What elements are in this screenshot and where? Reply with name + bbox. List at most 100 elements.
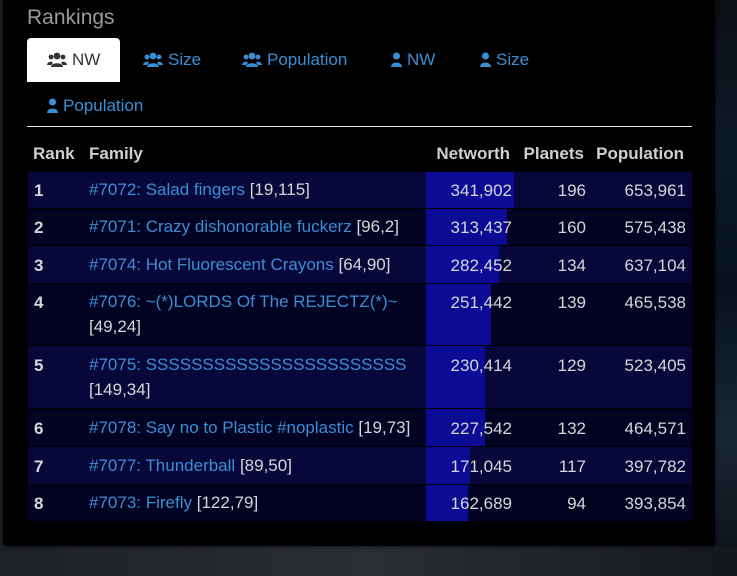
networth-bar	[426, 284, 491, 345]
population-cell: 397,782	[624, 457, 686, 476]
networth-bar	[426, 447, 470, 484]
tab-label: Size	[496, 50, 530, 69]
rank-cell: 4	[34, 293, 44, 312]
family-link[interactable]: #7075: SSSSSSSSSSSSSSSSSSSSSSS	[89, 355, 407, 374]
networth-cell: 282,452	[450, 256, 512, 275]
tab-player-population[interactable]: Population	[43, 84, 147, 128]
networth-bar	[426, 346, 485, 408]
population-cell: 393,854	[624, 494, 686, 513]
population-cell: 464,571	[624, 419, 686, 438]
users-icon	[143, 52, 163, 68]
networth-cell: 171,045	[450, 457, 512, 476]
family-link[interactable]: #7072: Salad fingers	[89, 180, 245, 199]
population-cell: 653,961	[624, 181, 686, 200]
family-coords: [49,24]	[89, 317, 141, 336]
rank-cell: 8	[34, 494, 44, 513]
rank-cell: 3	[34, 256, 44, 275]
column-header-population: Population	[596, 144, 684, 163]
family-cell: #7072: Salad fingers [19,115]	[89, 177, 424, 202]
planets-cell: 129	[557, 356, 586, 375]
tab-label: NW	[407, 50, 436, 69]
tabs-divider	[27, 126, 692, 127]
family-coords: [122,79]	[196, 493, 259, 512]
user-icon	[480, 52, 491, 68]
networth-cell: 341,902	[450, 181, 512, 200]
rankings-panel: Rankings NW Size Population NW Size	[3, 0, 715, 546]
networth-bar	[426, 172, 514, 208]
networth-bar	[426, 209, 507, 245]
rank-cell: 7	[34, 457, 44, 476]
tab-label: Population	[267, 50, 348, 69]
tab-player-size[interactable]: Size	[476, 38, 533, 82]
planets-cell: 196	[557, 181, 586, 200]
family-coords: [89,50]	[239, 456, 292, 475]
column-header-planets: Planets	[523, 144, 584, 163]
table-row: 7 #7077: Thunderball [89,50] 171,045 117…	[28, 447, 692, 484]
planets-cell: 94	[567, 494, 586, 513]
networth-cell: 162,689	[450, 494, 512, 513]
planets-cell: 134	[557, 256, 586, 275]
column-header-family: Family	[89, 144, 143, 163]
family-cell: #7075: SSSSSSSSSSSSSSSSSSSSSSS [149,34]	[89, 352, 424, 402]
family-link[interactable]: #7073: Firefly	[89, 493, 192, 512]
tab-label: Size	[168, 50, 202, 69]
column-header-networth: Networth	[436, 144, 510, 163]
population-cell: 637,104	[624, 256, 686, 275]
tab-player-nw[interactable]: NW	[387, 38, 439, 82]
table-row: 2 #7071: Crazy dishonorable fuckerz [96,…	[28, 209, 692, 245]
table-row: 3 #7074: Hot Fluorescent Crayons [64,90]…	[28, 246, 692, 283]
networth-cell: 230,414	[450, 356, 512, 375]
user-icon	[47, 98, 58, 114]
family-coords: [96,2]	[356, 217, 399, 236]
family-coords: [19,73]	[358, 418, 411, 437]
rank-cell: 6	[34, 419, 44, 438]
column-header-rank: Rank	[33, 144, 75, 163]
table-row: 6 #7078: Say no to Plastic #noplastic [1…	[28, 409, 692, 446]
family-coords: [19,115]	[249, 180, 310, 199]
networth-cell: 251,442	[450, 293, 512, 312]
family-link[interactable]: #7078: Say no to Plastic #noplastic	[89, 418, 354, 437]
family-cell: #7078: Say no to Plastic #noplastic [19,…	[89, 415, 424, 440]
family-cell: #7073: Firefly [122,79]	[89, 490, 424, 515]
population-cell: 575,438	[624, 218, 686, 237]
user-icon	[391, 52, 402, 68]
family-link[interactable]: #7077: Thunderball	[89, 456, 236, 475]
family-cell: #7074: Hot Fluorescent Crayons [64,90]	[89, 252, 424, 277]
table-row: 1 #7072: Salad fingers [19,115] 341,902 …	[28, 172, 692, 208]
population-cell: 465,538	[624, 293, 686, 312]
background-right	[715, 0, 737, 576]
family-cell: #7071: Crazy dishonorable fuckerz [96,2]	[89, 214, 424, 239]
tab-family-population[interactable]: Population	[238, 38, 351, 82]
networth-bar	[426, 409, 485, 446]
rank-cell: 5	[34, 356, 44, 375]
rank-cell: 2	[34, 218, 44, 237]
tab-label: NW	[72, 50, 101, 69]
planets-cell: 132	[557, 419, 586, 438]
family-cell: #7076: ~(*)LORDS Of The REJECTZ(*)~ [49,…	[89, 289, 424, 339]
networth-bar	[426, 246, 499, 283]
users-icon	[242, 52, 262, 68]
table-row: 4 #7076: ~(*)LORDS Of The REJECTZ(*)~ [4…	[28, 284, 692, 345]
tab-family-nw[interactable]: NW	[27, 38, 120, 82]
family-coords: [64,90]	[338, 255, 391, 274]
population-cell: 523,405	[624, 356, 686, 375]
users-icon	[47, 52, 67, 68]
planets-cell: 160	[557, 218, 586, 237]
planets-cell: 117	[558, 457, 586, 476]
planets-cell: 139	[557, 293, 586, 312]
family-link[interactable]: #7071: Crazy dishonorable fuckerz	[89, 217, 352, 236]
table-row: 8 #7073: Firefly [122,79] 162,689 94 393…	[28, 485, 692, 521]
table-row: 5 #7075: SSSSSSSSSSSSSSSSSSSSSSS [149,34…	[28, 346, 692, 408]
family-link[interactable]: #7076: ~(*)LORDS Of The REJECTZ(*)~	[89, 292, 398, 311]
networth-cell: 313,437	[450, 218, 512, 237]
networth-bar	[426, 485, 468, 521]
tab-label: Population	[63, 96, 144, 115]
networth-cell: 227,542	[450, 419, 512, 438]
tab-family-size[interactable]: Size	[139, 38, 205, 82]
background-bottom	[0, 546, 737, 576]
rank-cell: 1	[34, 181, 44, 200]
family-coords: [149,34]	[89, 380, 151, 399]
panel-title: Rankings	[27, 6, 115, 29]
family-cell: #7077: Thunderball [89,50]	[89, 453, 424, 478]
family-link[interactable]: #7074: Hot Fluorescent Crayons	[89, 255, 334, 274]
